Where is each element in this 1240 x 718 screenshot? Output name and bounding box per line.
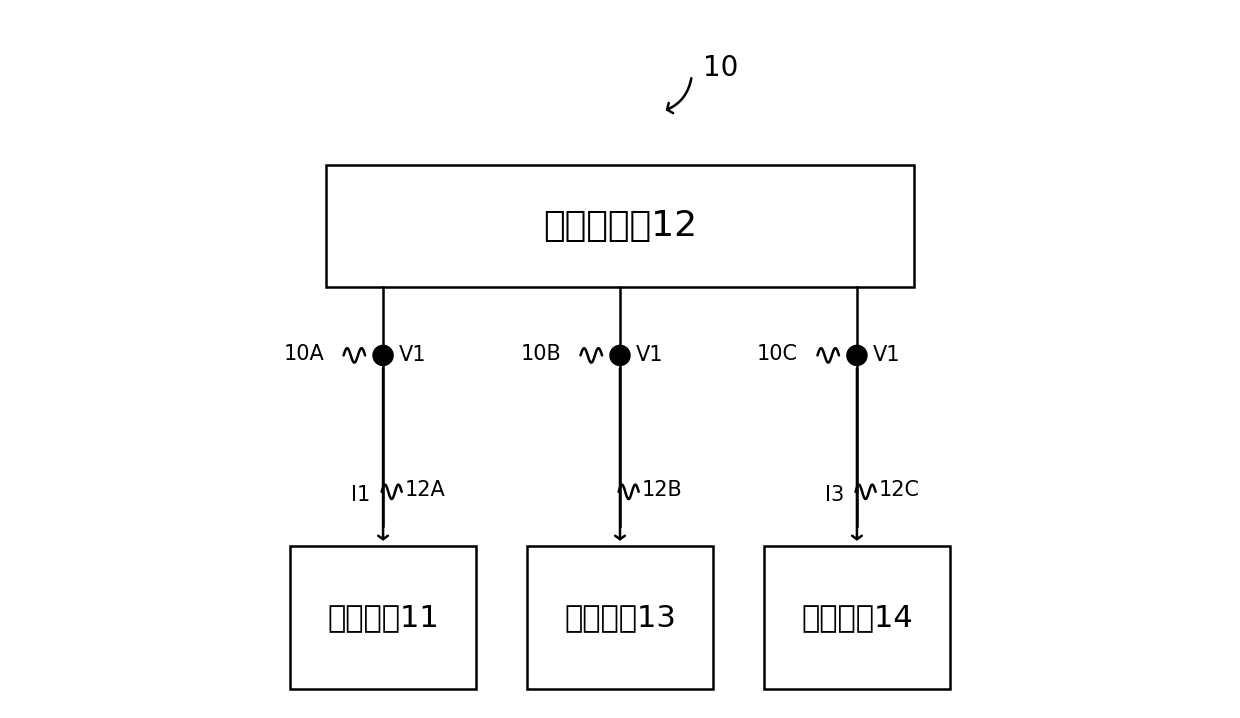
Text: I3: I3	[825, 485, 844, 505]
FancyBboxPatch shape	[290, 546, 476, 689]
Text: 电流镜单元12: 电流镜单元12	[543, 209, 697, 243]
Circle shape	[373, 345, 393, 365]
Circle shape	[847, 345, 867, 365]
Text: 偏置单元13: 偏置单元13	[564, 603, 676, 632]
FancyBboxPatch shape	[527, 546, 713, 689]
Text: V1: V1	[636, 345, 663, 365]
Text: 10C: 10C	[758, 344, 799, 364]
Text: 12B: 12B	[641, 480, 682, 500]
Text: 电阴单元11: 电阴单元11	[327, 603, 439, 632]
Text: I1: I1	[351, 485, 370, 505]
Circle shape	[610, 345, 630, 365]
Text: 12A: 12A	[404, 480, 445, 500]
Text: 10A: 10A	[284, 344, 324, 364]
Text: V1: V1	[399, 345, 427, 365]
FancyBboxPatch shape	[326, 165, 914, 287]
Text: V1: V1	[873, 345, 900, 365]
Text: 振荡单元14: 振荡单元14	[801, 603, 913, 632]
FancyBboxPatch shape	[764, 546, 950, 689]
Text: 10B: 10B	[521, 344, 562, 364]
Text: 12C: 12C	[878, 480, 920, 500]
Text: 10: 10	[703, 55, 738, 82]
